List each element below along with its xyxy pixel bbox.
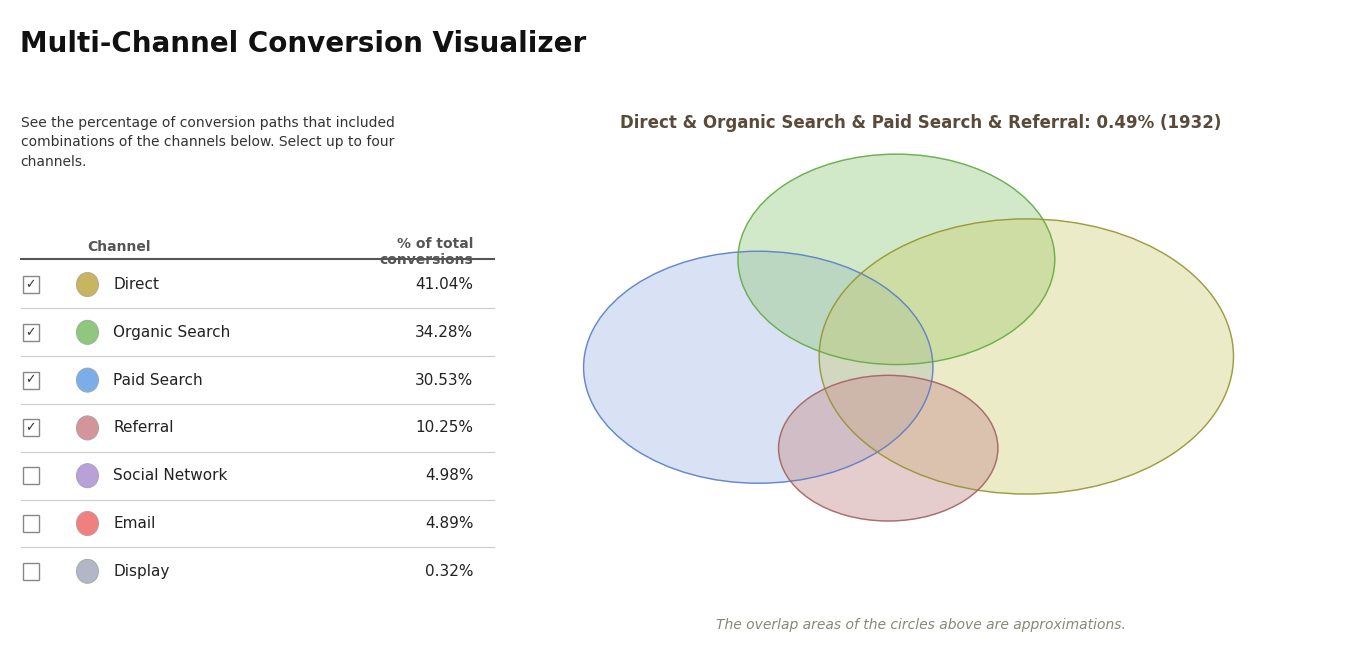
Circle shape <box>584 252 933 483</box>
FancyBboxPatch shape <box>23 515 38 532</box>
Ellipse shape <box>77 416 99 439</box>
Ellipse shape <box>77 560 99 583</box>
Text: 41.04%: 41.04% <box>416 277 474 292</box>
Text: 34.28%: 34.28% <box>416 325 474 340</box>
FancyBboxPatch shape <box>23 276 38 293</box>
FancyBboxPatch shape <box>23 324 38 341</box>
Text: Multi-Channel Conversion Visualizer: Multi-Channel Conversion Visualizer <box>20 30 586 58</box>
Text: The overlap areas of the circles above are approximations.: The overlap areas of the circles above a… <box>716 618 1125 632</box>
Text: See the percentage of conversion paths that included
combinations of the channel: See the percentage of conversion paths t… <box>20 116 394 169</box>
Text: 0.32%: 0.32% <box>425 564 474 578</box>
Text: Social Network: Social Network <box>114 468 227 483</box>
Text: 10.25%: 10.25% <box>416 421 474 436</box>
Text: Paid Search: Paid Search <box>114 372 203 387</box>
Text: Organic Search: Organic Search <box>114 325 230 340</box>
Text: 4.98%: 4.98% <box>425 468 474 483</box>
Text: Channel: Channel <box>88 240 150 254</box>
Text: ✓: ✓ <box>26 374 37 387</box>
Text: ✓: ✓ <box>26 278 37 291</box>
Text: Direct: Direct <box>114 277 160 292</box>
Ellipse shape <box>77 512 99 536</box>
Text: Direct & Organic Search & Paid Search & Referral: 0.49% (1932): Direct & Organic Search & Paid Search & … <box>620 114 1221 132</box>
FancyBboxPatch shape <box>23 372 38 389</box>
Text: 30.53%: 30.53% <box>416 372 474 387</box>
Text: Referral: Referral <box>114 421 173 436</box>
Circle shape <box>738 154 1055 365</box>
Text: ✓: ✓ <box>26 421 37 434</box>
Ellipse shape <box>77 320 99 344</box>
FancyBboxPatch shape <box>23 467 38 484</box>
Text: 4.89%: 4.89% <box>425 516 474 531</box>
Ellipse shape <box>77 369 99 392</box>
FancyBboxPatch shape <box>23 563 38 580</box>
Text: % of total
conversions: % of total conversions <box>379 237 474 267</box>
Ellipse shape <box>77 273 99 296</box>
Ellipse shape <box>77 464 99 488</box>
Text: Display: Display <box>114 564 169 578</box>
FancyBboxPatch shape <box>23 419 38 436</box>
Text: ✓: ✓ <box>26 326 37 339</box>
Circle shape <box>779 375 998 521</box>
Text: Email: Email <box>114 516 156 531</box>
Circle shape <box>819 219 1233 494</box>
